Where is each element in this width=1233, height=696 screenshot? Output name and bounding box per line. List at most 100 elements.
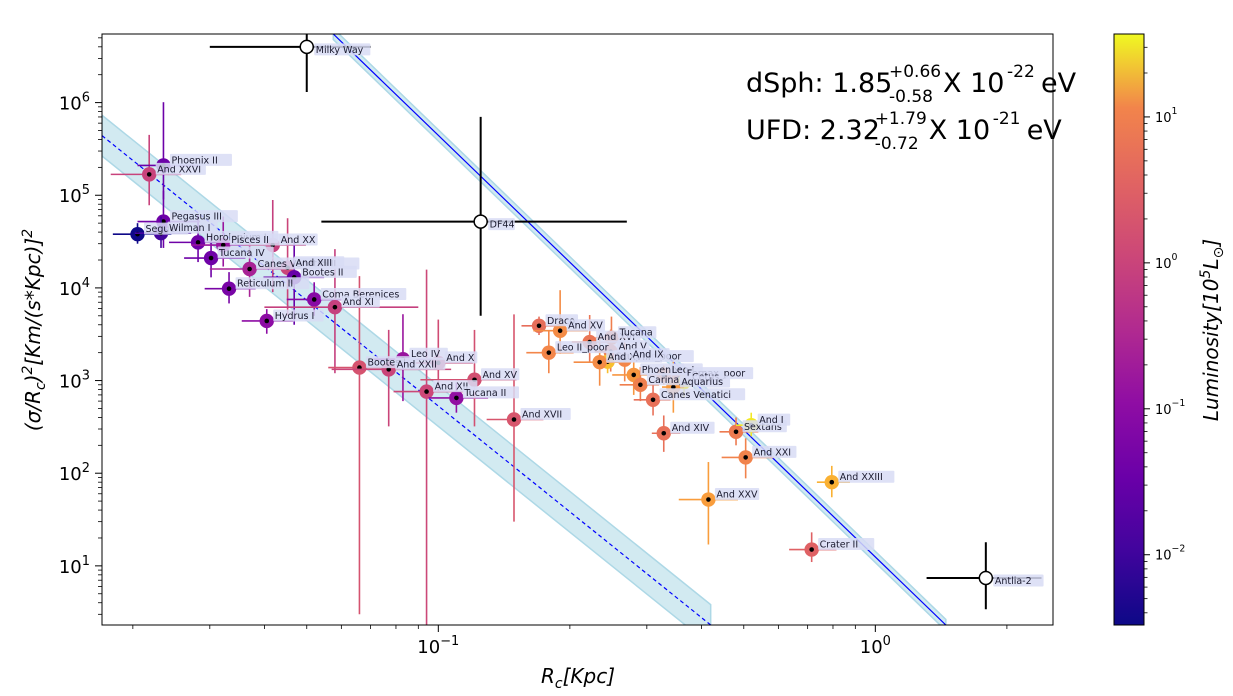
point-label-milky-way-ref0: Milky Way [314, 43, 371, 56]
marker-center [638, 382, 643, 388]
open-marker [299, 39, 315, 55]
data-point-sextans-41 [719, 417, 759, 446]
point-label-tucana-28: Tucana [617, 326, 657, 339]
data-point-and-xxi-43 [721, 438, 774, 479]
point-label-text: And XXV [716, 490, 758, 501]
point-label-text: Pegasus III [171, 212, 221, 223]
point-label-leo-ii-poor-25: Leo II_poor [555, 341, 624, 354]
point-label-text: And XVIII [608, 352, 651, 363]
marker-center [146, 172, 152, 177]
annotation-plus-error: +0.66 [889, 62, 941, 82]
marker-center [706, 497, 711, 502]
point-label-bg [169, 210, 238, 223]
point-label-bg [229, 233, 286, 246]
colorbar-tick-label: 100 [1155, 252, 1178, 272]
point-label-text: Antlia-2 [995, 576, 1032, 587]
point-label-bg [520, 407, 571, 420]
marker-center [743, 455, 748, 460]
point-label-text: Leo II_poor [557, 343, 609, 354]
marker-center [661, 430, 667, 436]
point-label-text: And XV [568, 321, 603, 332]
point-label-bg [670, 421, 715, 434]
point-label-df44-ref1: DF44 [488, 218, 515, 231]
point-label-text: Canes Venatici [661, 390, 731, 401]
point-label-pegasus-iii-3: Pegasus III [169, 210, 238, 223]
point-label-text: Segue I [146, 224, 182, 235]
fit-annotation-dsph: dSph: 1.85+0.66 -0.58 X 10 -22 eV [746, 62, 1077, 107]
point-label-bg [752, 445, 797, 458]
point-label-bg [314, 43, 371, 56]
colorbar-ticks: 10−2 10−1 100 101 [1144, 46, 1185, 614]
point-label-and-xiv-40: And XIV [670, 421, 715, 434]
point-label-text: And XXIII [840, 472, 883, 483]
point-label-phoenix-ii-2: Phoenix II [169, 153, 232, 166]
y-tick-label: 103 [59, 369, 90, 393]
point-label-bg [169, 153, 232, 166]
x-tick-label: 10−1 [417, 634, 459, 658]
point-label-text: And XII [435, 382, 469, 393]
y-axis-label: (σ/Rc)2[Km/(s*Kpc)]2 [20, 229, 49, 431]
marker-center [597, 359, 602, 365]
point-label-text: Crater II [820, 540, 858, 551]
point-label-and-xi-15: And XI [341, 295, 380, 308]
point-label-and-xxii-17: And XXII [395, 357, 446, 370]
point-label-text: Tucana IV [218, 248, 265, 259]
marker-center [809, 547, 814, 552]
point-label-text: Carina_poor [648, 375, 705, 386]
point-label-bg [444, 351, 478, 364]
annotation-minus-error: -0.58 [889, 87, 933, 107]
fit-annotation-ufd: UFD: 2.32+1.79 -0.72 X 10 -21 eV [746, 109, 1062, 154]
point-label-text: Bootes I [367, 358, 405, 369]
y-tick-label: 106 [59, 91, 90, 115]
point-label-wilman-i-4: Wilman I [167, 221, 218, 234]
point-label-bg [294, 256, 345, 269]
point-label-and-x-20: And X [444, 351, 478, 364]
point-label-text: And XXVI [157, 164, 201, 175]
point-label-text: Tucana [618, 328, 652, 339]
y-tick-label: 104 [59, 276, 90, 300]
point-label-text: And V [619, 342, 648, 353]
open-marker [473, 214, 488, 229]
x-axis-label: Rc[Kpc] [541, 664, 615, 692]
marker-center [536, 323, 542, 329]
point-label-text: And XIV [672, 423, 710, 434]
data-point-bootes-i-16 [328, 276, 399, 615]
marker-center [386, 367, 392, 372]
annotation-minus-error: -0.72 [875, 134, 919, 154]
point-label-tucana-iv-6: Tucana IV [217, 246, 274, 259]
point-label-bg [480, 368, 520, 381]
marker-center [332, 304, 338, 310]
data-point-and-xxv-44 [678, 462, 738, 545]
point-label-text: Leo IV [411, 349, 441, 360]
x-tick-label: 100 [860, 634, 891, 658]
point-label-bg [341, 295, 380, 308]
point-label-text: And XVII [522, 409, 562, 420]
marker-center [195, 240, 201, 245]
marker-center [247, 266, 252, 272]
point-label-bg [395, 357, 446, 370]
marker-center [454, 395, 459, 401]
point-label-bg [631, 348, 670, 361]
point-label-and-xv-22: And XV [480, 368, 520, 381]
point-label-bg [566, 319, 606, 332]
annotation-multiplier: X 10 [943, 68, 1004, 99]
marker-center [311, 297, 317, 302]
marker-center [546, 350, 552, 355]
data-point-draco-24 [521, 316, 561, 336]
point-label-bg [167, 221, 218, 234]
point-label-and-xxv-44: And XXV [714, 488, 760, 501]
annotation-main: UFD: 2.32 [746, 115, 880, 146]
point-label-text: And XI [343, 297, 374, 308]
marker-center [226, 286, 232, 292]
point-label-bg [273, 309, 324, 322]
data-point-and-xiv-40 [651, 415, 681, 452]
point-label-text: And IX [633, 350, 664, 361]
point-label-and-xxi-43: And XXI [752, 445, 797, 458]
marker-center [264, 318, 270, 324]
colorbar-tick-label: 101 [1155, 106, 1178, 126]
point-label-crater-ii-46: Crater II [818, 538, 875, 551]
point-label-bg [555, 341, 624, 354]
point-label-text: Sextans [744, 422, 782, 433]
